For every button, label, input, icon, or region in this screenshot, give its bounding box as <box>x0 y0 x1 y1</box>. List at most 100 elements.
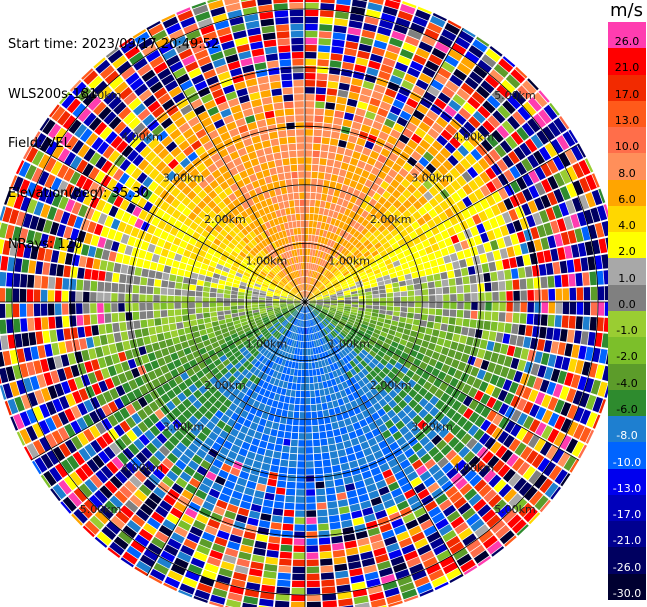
velocity-cell <box>72 339 81 352</box>
velocity-cell <box>517 359 527 372</box>
velocity-cell <box>382 190 391 200</box>
velocity-cell <box>315 228 320 236</box>
velocity-cell <box>597 302 605 316</box>
velocity-cell <box>311 164 319 172</box>
velocity-cell <box>365 254 373 261</box>
velocity-cell <box>111 353 120 365</box>
velocity-cell <box>33 289 41 302</box>
velocity-cell <box>577 211 587 227</box>
velocity-cell <box>328 312 335 317</box>
velocity-cell <box>243 327 251 333</box>
velocity-cell <box>250 347 257 355</box>
velocity-cell <box>354 335 362 342</box>
velocity-cell <box>61 290 69 302</box>
velocity-cell <box>270 465 279 473</box>
velocity-cell <box>205 344 214 352</box>
velocity-cell <box>425 563 441 575</box>
velocity-cell <box>332 124 342 133</box>
velocity-cell <box>528 434 540 449</box>
velocity-cell <box>258 355 265 363</box>
velocity-cell <box>458 126 471 139</box>
velocity-cell <box>363 447 373 457</box>
velocity-cell <box>216 302 224 307</box>
velocity-cell <box>449 167 461 179</box>
velocity-cell <box>355 428 364 437</box>
velocity-cell <box>222 347 231 354</box>
velocity-cell <box>288 293 295 298</box>
velocity-cell <box>6 191 18 208</box>
velocity-cell <box>585 429 595 444</box>
velocity-cell <box>306 587 321 595</box>
velocity-cell <box>217 259 226 266</box>
velocity-cell <box>167 309 175 317</box>
velocity-cell <box>448 99 462 112</box>
velocity-cell <box>321 360 326 367</box>
velocity-cell <box>334 327 341 333</box>
velocity-cell <box>292 566 305 574</box>
velocity-cell <box>209 302 217 307</box>
velocity-cell <box>113 411 125 423</box>
velocity-cell <box>412 109 425 121</box>
velocity-cell <box>447 366 457 377</box>
velocity-cell <box>307 270 310 277</box>
velocity-cell <box>170 532 185 544</box>
velocity-cell <box>421 308 429 315</box>
velocity-cell <box>424 391 434 402</box>
velocity-cell <box>336 442 345 451</box>
velocity-cell <box>262 316 269 321</box>
velocity-cell <box>309 303 316 307</box>
velocity-cell <box>297 454 305 461</box>
velocity-cell <box>345 323 353 329</box>
velocity-cell <box>227 541 241 551</box>
velocity-cell <box>379 266 388 273</box>
velocity-cell <box>592 414 601 429</box>
velocity-cell <box>291 309 297 315</box>
velocity-cell <box>313 136 322 144</box>
velocity-cell <box>526 313 534 325</box>
velocity-cell <box>231 309 238 314</box>
velocity-cell <box>400 307 408 313</box>
velocity-cell <box>407 307 415 313</box>
velocity-cell <box>547 275 555 288</box>
velocity-cell <box>13 318 21 333</box>
velocity-cell <box>425 349 434 358</box>
velocity-cell <box>503 356 513 368</box>
velocity-cell <box>64 151 76 166</box>
velocity-cell <box>283 329 289 336</box>
velocity-cell <box>461 208 471 220</box>
velocity-cell <box>415 465 428 476</box>
velocity-cell <box>347 280 355 285</box>
velocity-cell <box>170 464 183 476</box>
velocity-cell <box>167 538 182 550</box>
velocity-cell <box>314 460 323 468</box>
velocity-cell <box>259 325 266 331</box>
velocity-cell <box>241 441 251 451</box>
velocity-cell <box>268 435 277 444</box>
velocity-cell <box>324 318 330 324</box>
velocity-cell <box>434 388 444 399</box>
velocity-cell <box>580 257 589 272</box>
velocity-cell <box>253 314 261 319</box>
velocity-cell <box>254 360 261 368</box>
velocity-cell <box>194 421 205 431</box>
velocity-cell <box>441 346 450 356</box>
velocity-cell <box>463 310 471 319</box>
velocity-cell <box>226 258 234 265</box>
velocity-cell <box>92 335 101 347</box>
velocity-cell <box>340 318 348 323</box>
velocity-cell <box>356 487 368 496</box>
velocity-cell <box>314 467 324 475</box>
velocity-cell <box>68 492 82 507</box>
velocity-cell <box>450 516 465 529</box>
velocity-cell <box>442 530 457 543</box>
velocity-cell <box>258 299 266 302</box>
velocity-cell <box>276 313 283 319</box>
velocity-cell <box>162 519 177 531</box>
velocity-cell <box>392 209 402 219</box>
velocity-cell <box>188 290 196 297</box>
velocity-cell <box>496 84 511 99</box>
velocity-cell <box>428 385 439 395</box>
velocity-cell <box>96 393 107 406</box>
velocity-cell <box>242 494 253 503</box>
velocity-cell <box>323 466 332 474</box>
